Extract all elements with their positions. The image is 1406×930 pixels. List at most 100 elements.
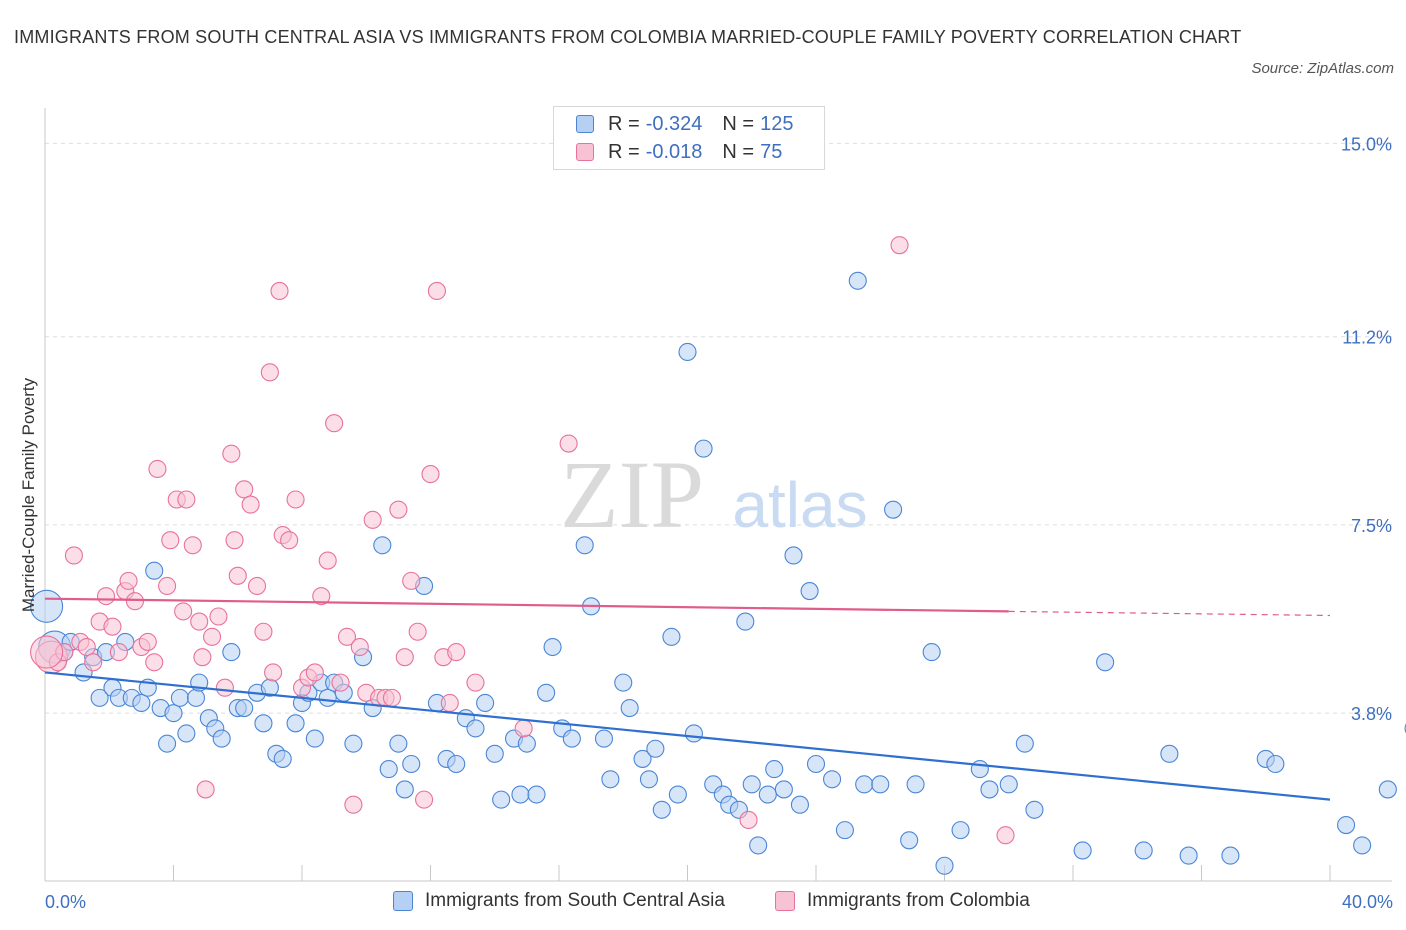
- south-central-asia-point-25: [222, 643, 241, 662]
- south-central-asia-point-61: [527, 785, 546, 804]
- south-central-asia-point-107: [980, 780, 999, 799]
- colombia-point-39: [270, 281, 289, 300]
- south-central-asia-point-111: [1073, 841, 1092, 860]
- legend-n-label: N =: [722, 140, 755, 163]
- south-central-asia-point-113: [1134, 841, 1153, 860]
- south-central-asia-point-100: [884, 500, 903, 519]
- south-central-asia-point-104: [935, 856, 954, 875]
- south-central-asia-point-44: [373, 536, 392, 555]
- south-central-asia-point-79: [684, 724, 703, 743]
- south-central-asia-point-68: [594, 729, 614, 748]
- south-central-asia-point-77: [668, 785, 687, 804]
- colombia-point-32: [228, 566, 247, 585]
- colombia-point-45: [305, 663, 324, 682]
- colombia-point-30: [222, 444, 241, 463]
- south-central-asia-point-115: [1179, 846, 1198, 865]
- colombia-point-54: [363, 510, 382, 529]
- chart-title: IMMIGRANTS FROM SOUTH CENTRAL ASIA VS IM…: [14, 27, 1242, 47]
- south-central-asia-point-17: [164, 704, 183, 723]
- colombia-point-34: [241, 495, 260, 514]
- south-central-asia-point-46: [389, 734, 408, 753]
- south-central-asia-point-94: [806, 754, 826, 774]
- colombia-point-16: [145, 653, 164, 672]
- colombia-point-15: [138, 632, 157, 651]
- south-central-asia-point-66: [575, 536, 594, 555]
- south-central-asia-point-12: [132, 693, 151, 713]
- colombia-point-19: [161, 531, 180, 550]
- bottom-legend-pink: Immigrants from Colombia: [775, 886, 1030, 916]
- south-central-asia-point-63: [543, 637, 562, 657]
- colombia-point-72: [890, 236, 909, 255]
- trend-line-colombia: [44, 597, 1009, 613]
- south-central-asia-point-57: [492, 790, 511, 809]
- south-central-asia-point-71: [620, 699, 639, 718]
- colombia-point-3: [64, 546, 83, 565]
- south-central-asia-point-65: [562, 729, 581, 748]
- legend-r-value: -0.324: [645, 112, 703, 135]
- colombia-point-36: [254, 622, 273, 641]
- south-central-asia-point-47: [395, 780, 414, 799]
- colombia-point-18: [158, 576, 177, 596]
- y-tick-label-1: 7.5%: [1351, 516, 1392, 536]
- colombia-point-38: [264, 663, 283, 682]
- colombia-point-46: [312, 587, 331, 606]
- south-central-asia-point-69: [601, 770, 620, 789]
- colombia-point-48: [325, 414, 344, 433]
- south-central-asia-point-75: [652, 800, 671, 819]
- south-central-asia-point-85: [736, 612, 755, 631]
- south-central-asia-point-99: [871, 775, 890, 794]
- colombia-point-10: [109, 643, 128, 662]
- colombia-point-63: [421, 465, 440, 484]
- colombia-point-66: [440, 693, 459, 713]
- south-central-asia-point-105: [951, 821, 970, 840]
- x-tick-label-0: 0.0%: [45, 892, 86, 912]
- colombia-point-33: [235, 480, 254, 499]
- south-central-asia-point-93: [800, 582, 819, 601]
- colombia-point-61: [408, 622, 427, 641]
- bottom-legend-label-pink: Immigrants from Colombia: [807, 890, 1030, 911]
- south-central-asia-point-33: [286, 714, 305, 733]
- trend-lines: [44, 597, 1331, 801]
- south-central-asia-point-41: [344, 734, 363, 753]
- watermark: ZIP atlas: [560, 441, 868, 548]
- x-tick-label-1: 40.0%: [1342, 892, 1393, 912]
- south-central-asia-point-96: [835, 821, 854, 840]
- colombia-point-37: [260, 363, 279, 382]
- colombia-point-68: [466, 673, 485, 692]
- bottom-legend-label-blue: Immigrants from South Central Asia: [425, 890, 725, 911]
- colombia-point-64: [427, 281, 446, 300]
- south-central-asia-point-16: [158, 734, 177, 753]
- south-central-asia-point-108: [999, 775, 1018, 794]
- south-central-asia-point-97: [848, 271, 867, 290]
- colombia-point-24: [190, 612, 209, 631]
- colombia-point-69: [514, 719, 533, 738]
- y-tick-label-2: 11.2%: [1342, 328, 1392, 348]
- south-central-asia-point-59: [511, 785, 530, 804]
- colombia-point-47: [318, 551, 337, 570]
- south-central-asia-point-114: [1160, 744, 1179, 763]
- y-axis-label: Married-Couple Family Poverty: [19, 377, 38, 612]
- legend-r-label: R =: [608, 140, 640, 163]
- colombia-point-9: [103, 617, 122, 636]
- south-central-asia-point-87: [749, 836, 768, 855]
- colombia-point-70: [559, 434, 578, 453]
- colombia-point-17: [148, 459, 167, 479]
- south-central-asia-point-80: [694, 439, 713, 458]
- colombia-point-8: [96, 587, 116, 606]
- south-central-asia-point-72: [633, 749, 652, 768]
- legend-row-blue: R = -0.324 N = 125: [576, 111, 793, 137]
- south-central-asia-point-29: [254, 714, 273, 733]
- tick-labels: 3.8% 7.5% 11.2% 15.0% 0.0% 40.0%: [45, 134, 1393, 912]
- south-central-asia-point-20: [186, 688, 206, 707]
- colombia-point-62: [415, 790, 434, 809]
- south-central-asia-point-14: [145, 561, 164, 580]
- watermark-zip: ZIP: [560, 441, 704, 548]
- south-central-asia-point-74: [646, 739, 665, 758]
- south-central-asia-point-88: [758, 785, 777, 804]
- colombia-point-25: [193, 648, 212, 667]
- colombia-point-22: [177, 490, 196, 509]
- legend-r-value: -0.018: [645, 140, 703, 163]
- south-central-asia-point-6: [90, 688, 109, 707]
- south-central-asia-point-45: [379, 760, 398, 779]
- south-central-asia-point-112: [1096, 653, 1115, 672]
